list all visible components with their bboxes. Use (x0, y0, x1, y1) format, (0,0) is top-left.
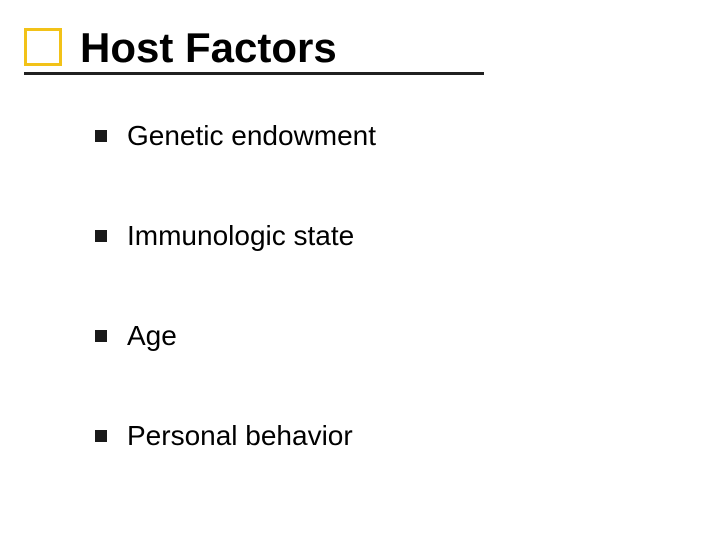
list-item: Immunologic state (95, 220, 655, 252)
square-bullet-icon (95, 330, 107, 342)
title-underline (24, 72, 484, 75)
title-accent-square (24, 28, 62, 66)
bullet-label: Age (127, 320, 655, 352)
list-item: Genetic endowment (95, 120, 655, 152)
list-item: Age (95, 320, 655, 352)
slide: Host Factors Genetic endowment Immunolog… (0, 0, 720, 540)
square-bullet-icon (95, 230, 107, 242)
square-bullet-icon (95, 130, 107, 142)
list-item: Personal behavior (95, 420, 655, 452)
bullet-label: Genetic endowment (127, 120, 655, 152)
square-bullet-icon (95, 430, 107, 442)
bullet-label: Immunologic state (127, 220, 655, 252)
bullet-list: Genetic endowment Immunologic state Age … (95, 120, 655, 520)
bullet-label: Personal behavior (127, 420, 655, 452)
slide-title: Host Factors (80, 24, 337, 72)
